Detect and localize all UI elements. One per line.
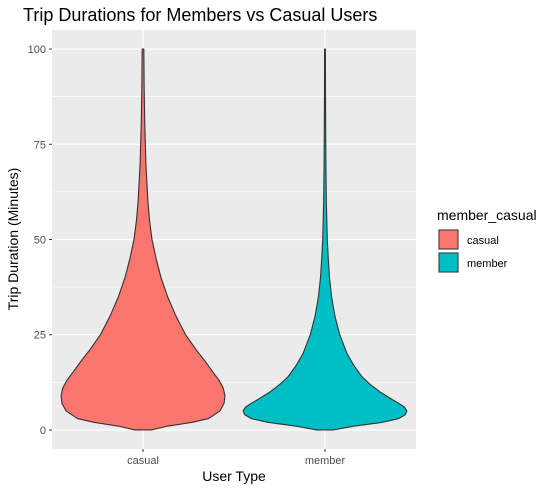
y-axis-title: Trip Duration (Minutes) [5, 168, 21, 311]
plot-panel [52, 30, 416, 449]
x-axis-title: User Type [202, 468, 266, 484]
y-tick-label: 100 [28, 44, 46, 56]
violins [60, 48, 408, 431]
x-axis: casual member [127, 449, 346, 467]
x-tick-label: casual [127, 455, 159, 467]
y-tick-label: 50 [34, 235, 46, 247]
legend-swatch-member [438, 252, 459, 273]
violin-member [242, 48, 408, 431]
x-tick-label: member [305, 455, 346, 467]
legend-label-casual: casual [467, 235, 499, 247]
chart-title: Trip Durations for Members vs Casual Use… [23, 5, 377, 25]
y-tick-label: 25 [34, 330, 46, 342]
violin-casual [60, 48, 226, 431]
legend-title: member_casual [437, 207, 537, 223]
legend-items: casual member [438, 229, 508, 273]
y-tick-label: 75 [34, 139, 46, 151]
y-axis: 0 25 50 75 100 [28, 44, 52, 437]
legend-label-member: member [467, 258, 508, 270]
legend: member_casual casual member [437, 207, 537, 273]
y-tick-label: 0 [40, 425, 46, 437]
legend-swatch-casual [438, 229, 459, 250]
